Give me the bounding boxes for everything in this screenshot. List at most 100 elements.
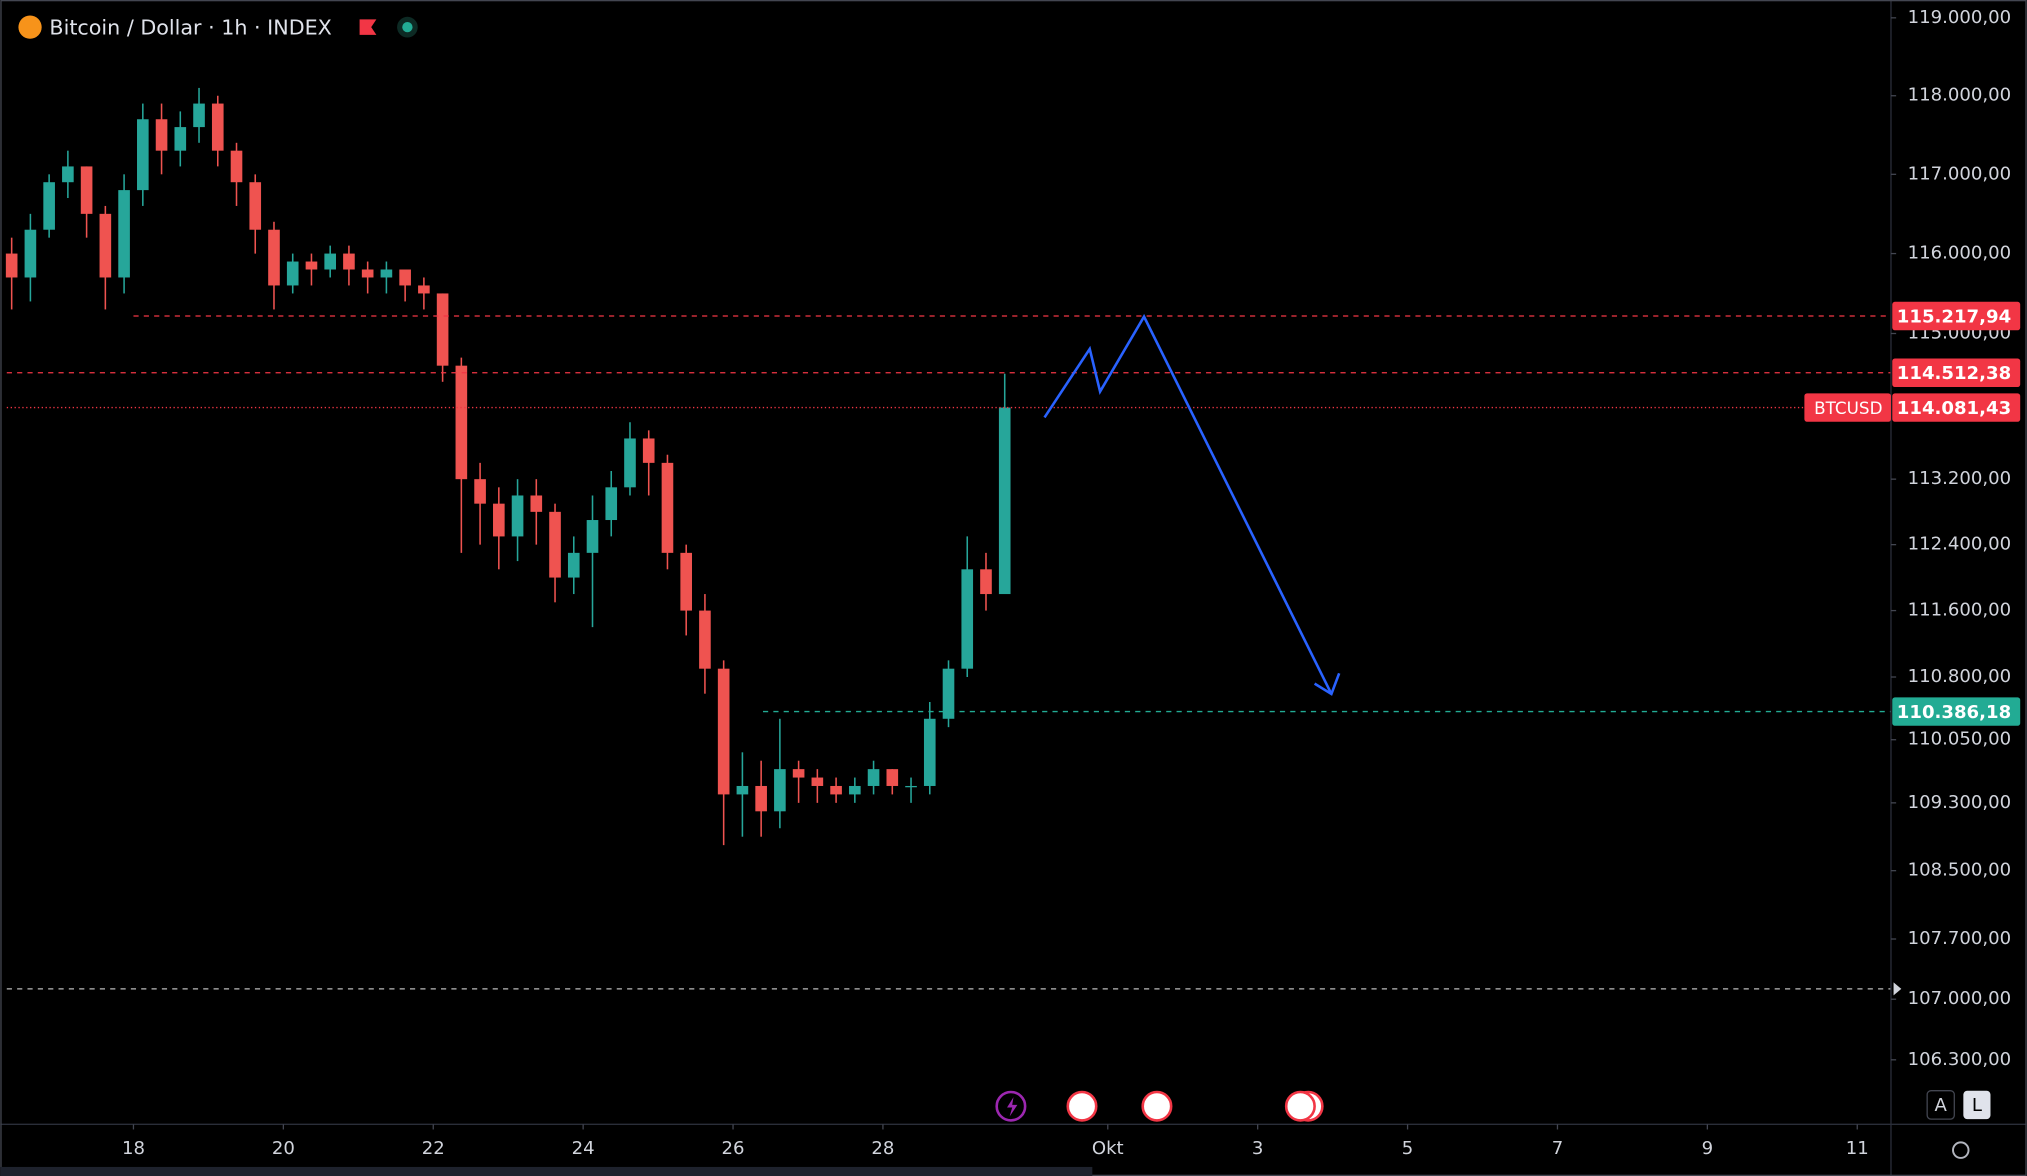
candle-body [24,229,37,278]
candle-body [717,668,730,795]
candle-body [811,777,824,786]
candle-body [62,166,74,183]
x-tick-label: 18 [122,1138,145,1159]
x-tick-label: 28 [871,1138,894,1159]
y-tick-label: 116.000,00 [1908,243,2012,264]
price-tag [1892,697,2021,726]
price-tag [1892,393,2021,422]
candles-layer [5,87,1011,846]
x-tick-label: 26 [722,1138,745,1159]
x-tick-label: Okt [1092,1138,1124,1159]
candle-body [624,438,636,488]
projection-drawing [1043,313,1333,695]
y-tick-label: 111.600,00 [1908,600,2012,621]
candle-body [549,511,561,578]
candle-body [586,520,599,553]
x-tick-label: 22 [422,1138,445,1159]
y-tick-label: 109.300,00 [1908,792,2012,813]
candle-body [174,127,187,151]
symbol-tag [1804,393,1891,422]
candle-body [193,103,205,128]
candle-body [923,718,936,786]
y-tick-label: 107.700,00 [1908,928,2012,949]
price-tag-label: 114.512,38 [1897,363,2011,384]
event-bolt [1007,1097,1018,1117]
y-tick-label: 118.000,00 [1908,85,2012,106]
y-tick-label: 110.800,00 [1908,666,2012,687]
candle-body [530,495,543,512]
candle-body [286,261,299,286]
candle-body [474,479,486,504]
auto-scale-button[interactable] [1926,1090,1955,1120]
y-tick-label: 113.200,00 [1908,468,2012,489]
tags-layer: 115.217,94 114.512,38 114.081,43 BTCUSD 110.… [1804,301,2021,726]
axis-layer: 119.000,00 118.000,00 117.000,00 116.000,00… [122,7,2011,1159]
y-tick-label: 112.400,00 [1908,534,2012,555]
chart-title: Bitcoin / Dollar · 1h · INDEX [49,15,331,39]
candle-body [268,229,280,286]
level-marker [1893,982,1902,996]
candle-body [699,610,711,669]
candle-body [5,253,18,278]
button-label: L [1972,1095,1982,1116]
candle-body [399,269,411,286]
candle-body [661,462,674,553]
candle-body [80,166,93,214]
x-tick-label: 20 [272,1138,295,1159]
candle-body [980,569,992,595]
x-tick-label: 24 [572,1138,595,1159]
candle-body [736,785,749,795]
candle-body [230,150,243,183]
candle-body [680,552,693,611]
candle-body [380,269,393,278]
candle-body [849,785,861,795]
y-tick-label: 119.000,00 [1908,7,2012,28]
candle-body [942,668,955,719]
y-tick-label: 110.050,00 [1908,729,2012,750]
candle-body [642,438,655,463]
candle-body [211,103,224,151]
price-tag [1892,301,2021,331]
price-tag-label: 114.081,43 [1897,398,2011,419]
candle-body [418,285,430,294]
event-icon[interactable] [995,1090,1027,1122]
candle-body [137,119,149,191]
candle-body [118,190,130,278]
candle-body [455,365,468,480]
candle-body [511,495,524,537]
price-tag [1892,358,2021,387]
candle-body [792,769,805,778]
candle-body [867,769,880,786]
projection-arrowhead [1313,672,1341,696]
button-label: A [1935,1095,1948,1116]
event-flag-us[interactable] [1141,1090,1173,1122]
candle-body [605,487,618,521]
event-flag-us[interactable] [1066,1090,1098,1122]
candle-body [324,253,336,270]
candle-body [99,213,112,278]
price-tag-label: 115.217,94 [1897,306,2011,327]
candle-body [567,552,580,578]
candle-body [249,182,262,230]
candle-body [905,785,917,788]
candle-body [305,261,318,270]
candle-body [493,503,505,537]
candle-body [343,253,355,270]
log-scale-button[interactable] [1963,1090,1991,1120]
candle-body [961,569,974,669]
candle-body [774,769,786,812]
event-flag-us[interactable] [1284,1090,1316,1122]
y-tick-label: 106.300,00 [1908,1049,2012,1070]
candle-body [998,407,1011,595]
candle-body [155,119,168,151]
candle-body [886,769,899,786]
x-tick-label: 11 [1846,1138,1869,1159]
candle-body [361,269,374,278]
symbol-tag-label: BTCUSD [1814,398,1882,418]
candle-body [436,293,449,366]
candle-body [830,785,842,795]
settings-icon[interactable] [1952,1141,1970,1159]
scrollbar[interactable] [0,1166,1093,1176]
price-tag-label: 110.386,18 [1897,702,2011,723]
